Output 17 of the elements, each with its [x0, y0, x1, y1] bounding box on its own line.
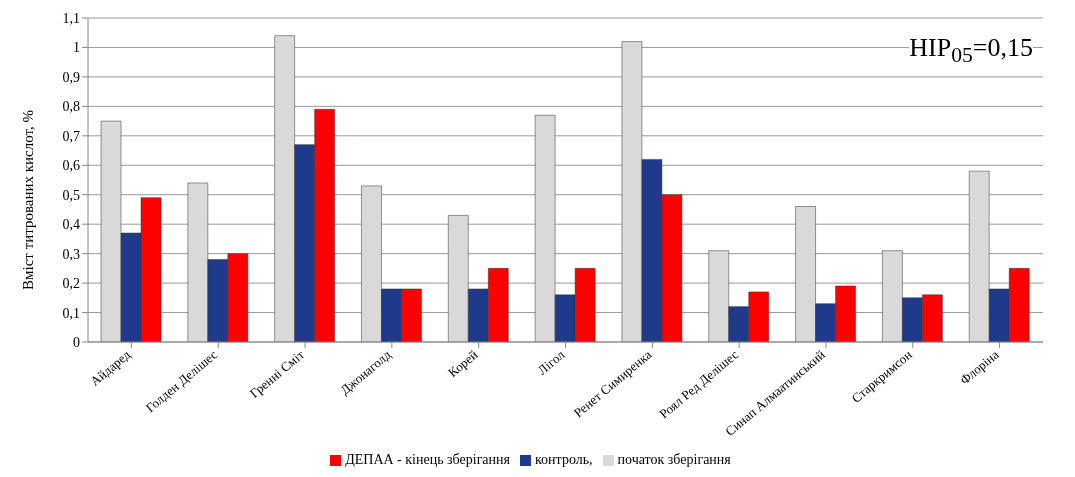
legend-label: контроль, — [535, 452, 593, 467]
y-tick-label: 0,1 — [62, 305, 80, 321]
y-axis-title: Вміст титрованих кислот, % — [20, 110, 37, 290]
y-tick-label: 1 — [73, 40, 80, 56]
y-tick-label: 0,9 — [62, 69, 80, 85]
y-tick-label: 0,4 — [62, 217, 80, 233]
y-tick-label: 0,8 — [62, 99, 80, 115]
y-tick-label: 1,1 — [62, 10, 80, 26]
y-tick-label: 0,6 — [62, 158, 80, 174]
y-tick-label: 0,2 — [62, 276, 80, 292]
annotation: НІР$_{05}$=0,15 — [909, 33, 1033, 69]
y-tick-label: 0,5 — [62, 187, 80, 203]
legend-label: ДЕПАА - кінець зберігання — [345, 452, 511, 467]
y-tick-label: 0,3 — [62, 246, 80, 262]
y-tick-label: 0 — [73, 334, 80, 350]
legend-label: початок зберігання — [617, 452, 731, 467]
y-tick-label: 0,7 — [62, 128, 80, 144]
